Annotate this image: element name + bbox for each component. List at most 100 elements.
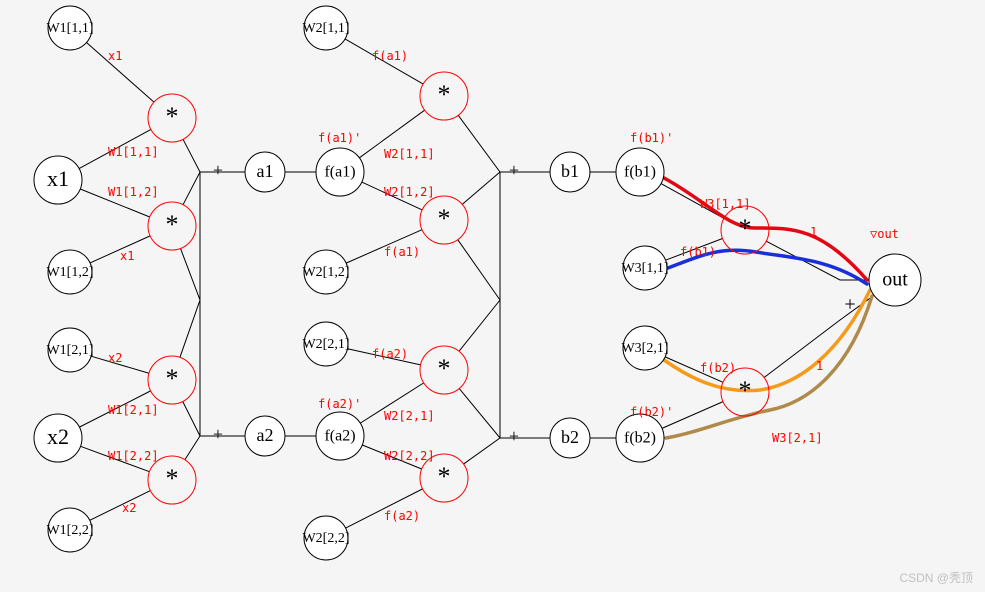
edges (79, 39, 874, 528)
edge-mul3b-b1 (462, 172, 550, 204)
node-label: * (739, 214, 752, 243)
node-w121: W1[2,1] (46, 328, 93, 372)
node-label: * (739, 376, 752, 405)
node-plus3: + (509, 160, 519, 180)
edge-label-20: f(b1) (680, 245, 716, 259)
edge-label-11: W2[1,2] (384, 185, 435, 199)
node-mul4a: * (420, 346, 468, 394)
node-label: b1 (561, 161, 579, 181)
edge-label-18: f(b1)' (630, 131, 673, 145)
edge-label-1: W1[1,1] (108, 145, 159, 159)
edge-label-15: W2[2,1] (384, 409, 435, 423)
node-w321: W3[2,1] (621, 326, 668, 370)
node-label: W2[1,1] (302, 21, 349, 36)
node-w212: W2[1,2] (302, 250, 349, 294)
edge-mul2a-a1 (180, 172, 245, 357)
node-label: b2 (561, 427, 579, 447)
edge-label-2: W1[1,2] (108, 185, 159, 199)
edge-mul3a-b1 (458, 115, 550, 172)
node-label: W2[2,1] (302, 337, 349, 352)
node-a2: a2 (245, 416, 285, 456)
node-label: a2 (257, 425, 274, 445)
node-label: * (166, 464, 179, 493)
edge-label-12: f(a1) (384, 245, 420, 259)
edge-mul4b-b2 (464, 438, 550, 464)
node-label: + (509, 160, 519, 180)
edge-label-13: f(a2) (372, 347, 408, 361)
node-label: * (438, 354, 451, 383)
edge-mul3b-b2 (458, 240, 550, 438)
edge-label-26: ▽out (870, 227, 899, 241)
edge-labels: x1W1[1,1]W1[1,2]x1x2W1[2,1]W1[2,2]x2f(a1… (108, 49, 899, 523)
edge-label-25: 1 (816, 359, 823, 373)
node-w122: W1[2,2] (46, 508, 93, 552)
nodes: W1[1,1] x1 W1[1,2] * * + a1 f(a1) W1[2,1] x2 W1[2,… (34, 6, 921, 560)
edge-label-21: 1 (810, 225, 817, 239)
node-a1: a1 (245, 152, 285, 192)
node-b1: b1 (550, 152, 590, 192)
edge-label-22: f(b2)' (630, 405, 673, 419)
node-mul1a: * (148, 94, 196, 142)
node-w211: W2[1,1] (302, 6, 349, 50)
backprop-diagram: W1[1,1] x1 W1[1,2] * * + a1 f(a1) W1[2,1] x2 W1[2,… (0, 0, 985, 592)
node-w221: W2[2,1] (302, 322, 349, 366)
edge-label-6: W1[2,2] (108, 449, 159, 463)
node-w112: W1[1,2] (46, 250, 93, 294)
node-label: * (438, 204, 451, 233)
edge-label-9: f(a1)' (318, 131, 361, 145)
node-mul1b: * (148, 202, 196, 250)
node-mul5a: * (721, 206, 769, 254)
node-label: + (844, 294, 855, 316)
watermark: CSDN @秃顶 (899, 571, 973, 585)
node-label: * (166, 102, 179, 131)
node-label: * (438, 462, 451, 491)
edge-w122-mul2b (90, 491, 151, 521)
node-label: W1[2,2] (46, 523, 93, 538)
node-w111: W1[1,1] (46, 6, 93, 50)
node-label: x1 (47, 166, 69, 191)
node-label: x2 (47, 424, 69, 449)
edge-label-17: f(a2) (384, 509, 420, 523)
node-mul5b: * (721, 368, 769, 416)
gradient-path-3 (666, 296, 872, 438)
node-label: f(a1) (324, 164, 355, 181)
edge-mul4a-b2 (459, 389, 550, 438)
node-label: f(b2) (624, 430, 656, 447)
edge-label-16: W2[2,2] (384, 449, 435, 463)
node-label: W1[1,1] (46, 21, 93, 36)
node-mul2b: * (148, 456, 196, 504)
node-x2: x2 (34, 414, 82, 462)
edge-label-14: f(a2)' (318, 397, 361, 411)
gradient-path-0 (664, 178, 867, 280)
node-label: + (213, 160, 223, 180)
node-mul3a: * (420, 72, 468, 120)
node-label: W1[1,2] (46, 265, 93, 280)
node-mul3b: * (420, 196, 468, 244)
node-label: W3[2,1] (621, 341, 668, 356)
node-fa1: f(a1) (316, 148, 364, 196)
node-plus5: + (844, 294, 855, 316)
node-label: W2[2,2] (302, 531, 349, 546)
node-label: f(b1) (624, 164, 656, 181)
node-label: + (213, 424, 223, 444)
edge-label-23: f(b2) (700, 361, 736, 375)
node-plus2: + (213, 424, 223, 444)
node-label: f(a2) (324, 428, 355, 445)
edge-label-4: x2 (108, 351, 122, 365)
node-label: * (438, 80, 451, 109)
node-label: W1[2,1] (46, 343, 93, 358)
node-label: a1 (257, 161, 274, 181)
node-x1: x1 (34, 156, 82, 204)
node-label: out (882, 269, 908, 291)
edge-label-10: W2[1,1] (384, 147, 435, 161)
node-label: * (166, 364, 179, 393)
edge-label-7: x2 (122, 501, 136, 515)
node-fb1: f(b1) (616, 148, 664, 196)
node-label: W3[1,1] (621, 261, 668, 276)
edge-label-8: f(a1) (372, 49, 408, 63)
edge-label-3: x1 (120, 249, 134, 263)
node-fa2: f(a2) (316, 412, 364, 460)
node-mul2a: * (148, 356, 196, 404)
node-label: + (509, 426, 519, 446)
node-label: * (166, 210, 179, 239)
